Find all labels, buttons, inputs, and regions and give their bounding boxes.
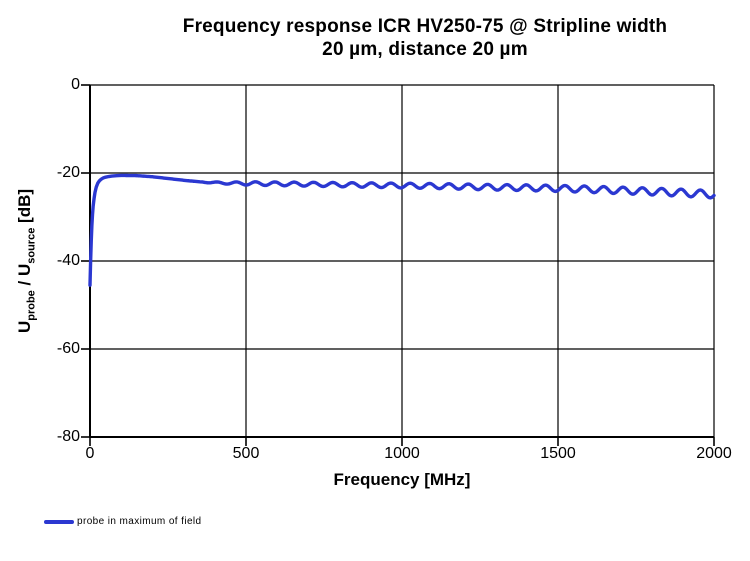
x-tick-label: 1500 bbox=[540, 445, 576, 462]
chart-title: Frequency response ICR HV250-75 @ Stripl… bbox=[182, 16, 668, 60]
y-tick-label: -60 bbox=[56, 340, 80, 357]
x-tick-label: 0 bbox=[85, 445, 95, 462]
y-tick-label: 0 bbox=[71, 76, 80, 93]
series-line-probe bbox=[88, 173, 716, 287]
x-tick-label: 500 bbox=[232, 445, 260, 462]
y-tick-label: -40 bbox=[56, 252, 80, 269]
legend-line-swatch bbox=[44, 520, 74, 524]
legend-label: probe in maximum of field bbox=[77, 516, 202, 527]
y-axis-title-sub-probe: probe bbox=[25, 290, 38, 321]
y-axis-title-unit: [dB] bbox=[15, 188, 34, 228]
x-tick-label: 2000 bbox=[696, 445, 732, 462]
y-axis-title-text: U bbox=[15, 320, 34, 334]
x-tick-label: 1000 bbox=[384, 445, 420, 462]
legend: probe in maximum of field bbox=[44, 516, 202, 528]
y-tick-label: -20 bbox=[56, 164, 80, 181]
y-tick-label: -80 bbox=[56, 428, 80, 445]
x-axis-title: Frequency [MHz] bbox=[333, 470, 471, 489]
